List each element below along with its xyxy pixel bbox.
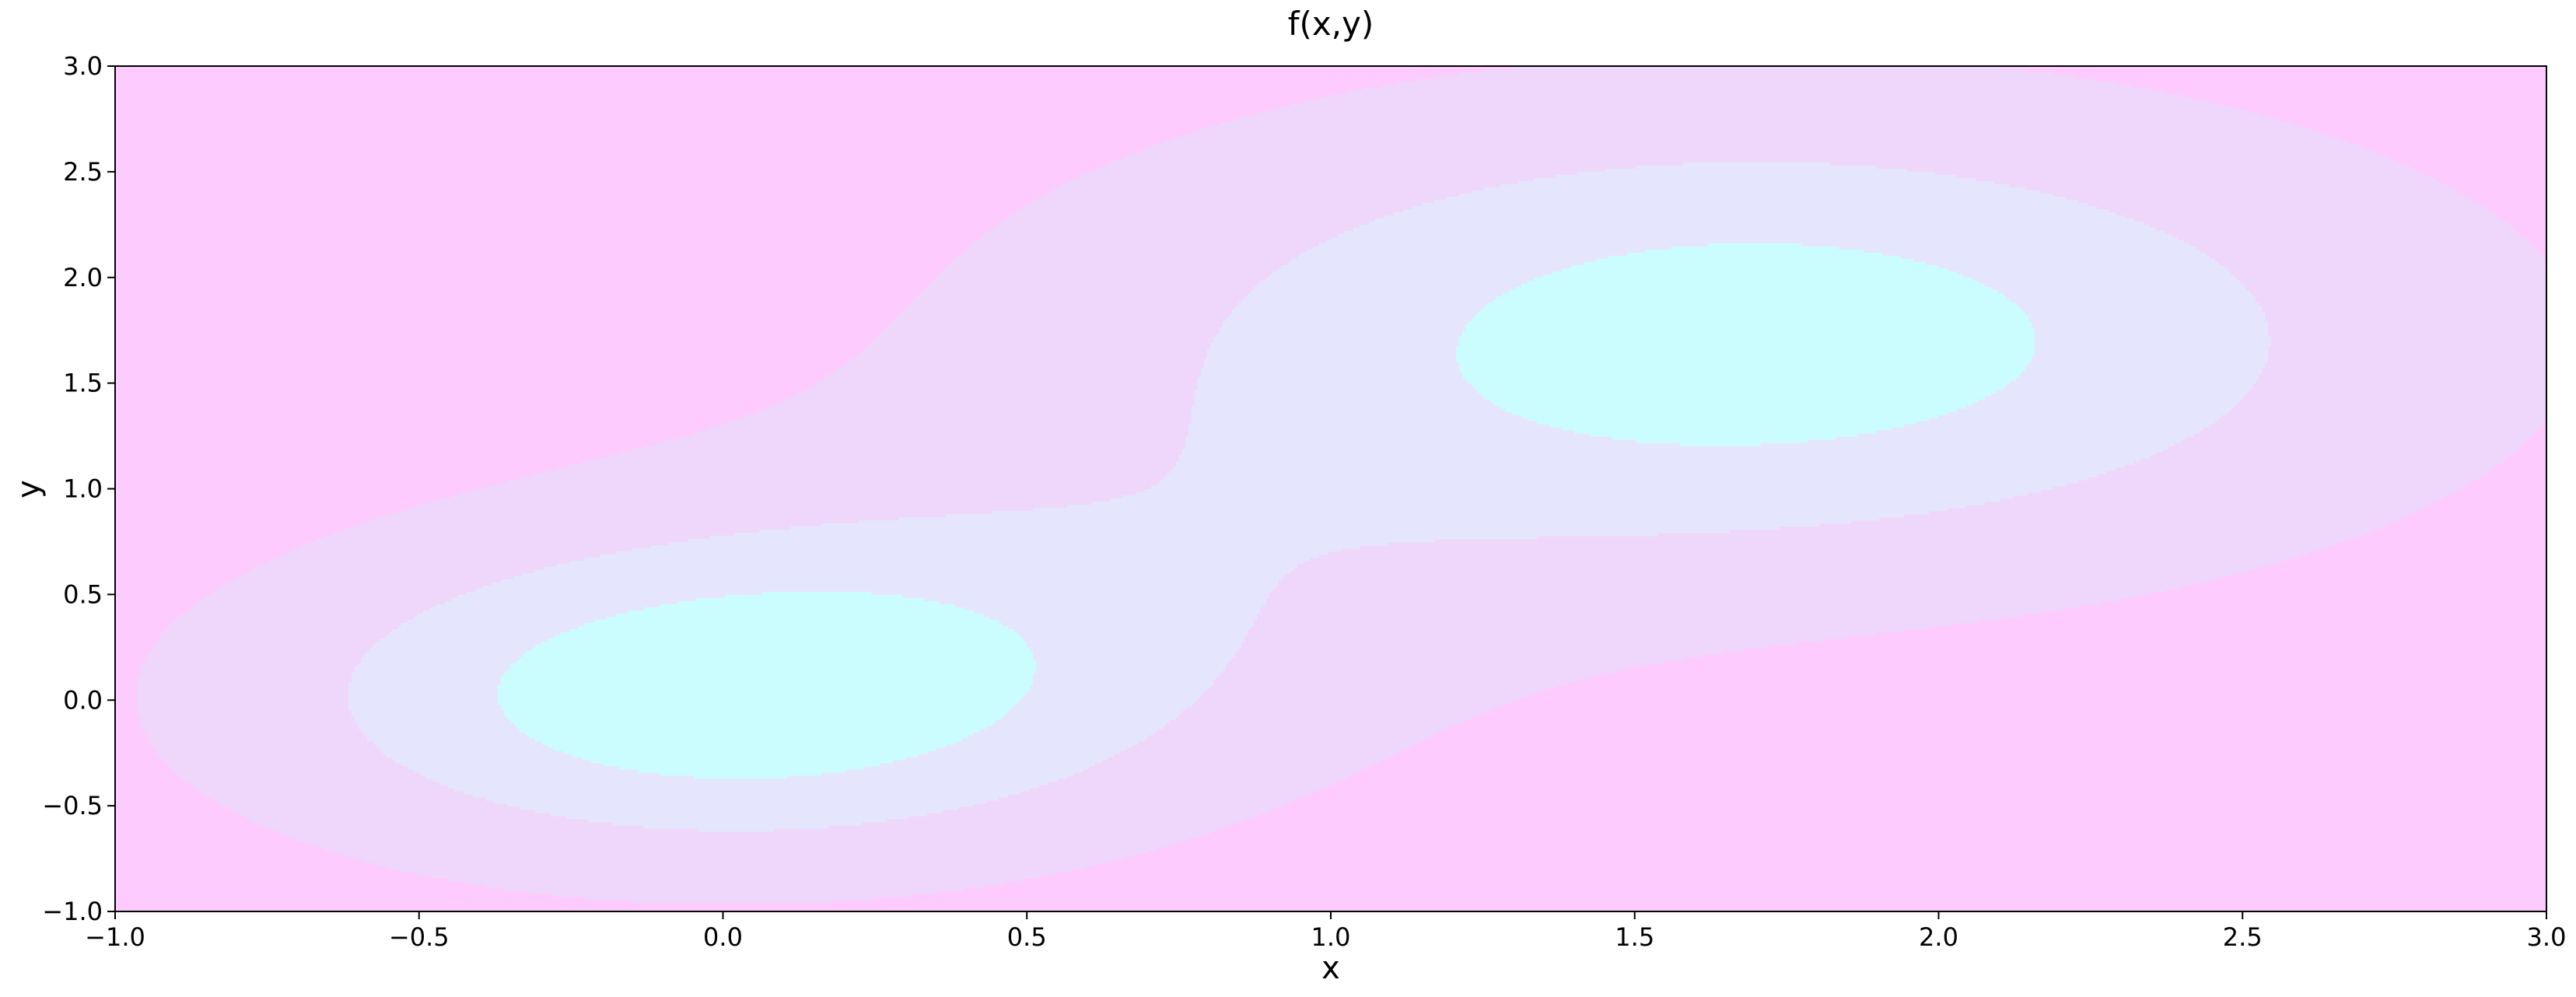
x-tick-label: −0.5 — [389, 922, 450, 952]
y-tick-label: −0.5 — [42, 791, 103, 820]
y-tick-label: 1.5 — [63, 369, 103, 398]
contour-band-3 — [498, 243, 2035, 779]
y-axis-label: y — [11, 480, 47, 499]
y-tick-label: 2.5 — [63, 157, 103, 187]
plot-area — [115, 66, 2546, 911]
x-tick-label: 0.0 — [703, 922, 743, 952]
y-axis-ticks: −1.0 −0.5 0.0 0.5 1.0 1.5 2.0 2.5 3.0 — [42, 51, 115, 926]
x-tick-label: 2.0 — [1919, 922, 1958, 952]
y-tick-label: 3.0 — [63, 51, 103, 81]
y-tick-label: −1.0 — [42, 897, 103, 926]
y-tick-label: 0.5 — [63, 579, 103, 609]
contour-level-3 — [498, 243, 2035, 779]
x-tick-label: −1.0 — [85, 922, 145, 952]
x-tick-label: 2.5 — [2223, 922, 2263, 952]
x-tick-label: 0.5 — [1007, 922, 1047, 952]
x-tick-label: 3.0 — [2527, 922, 2567, 952]
x-axis-ticks: −1.0 −0.5 0.0 0.5 1.0 1.5 2.0 2.5 3.0 — [85, 911, 2566, 952]
x-tick-label: 1.5 — [1615, 922, 1654, 952]
y-tick-label: 0.0 — [63, 685, 103, 715]
y-tick-label: 1.0 — [63, 474, 103, 504]
chart-title: f(x,y) — [1288, 5, 1374, 43]
y-tick-label: 2.0 — [63, 263, 103, 292]
x-axis-label: x — [1321, 950, 1340, 986]
x-tick-label: 1.0 — [1311, 922, 1351, 952]
